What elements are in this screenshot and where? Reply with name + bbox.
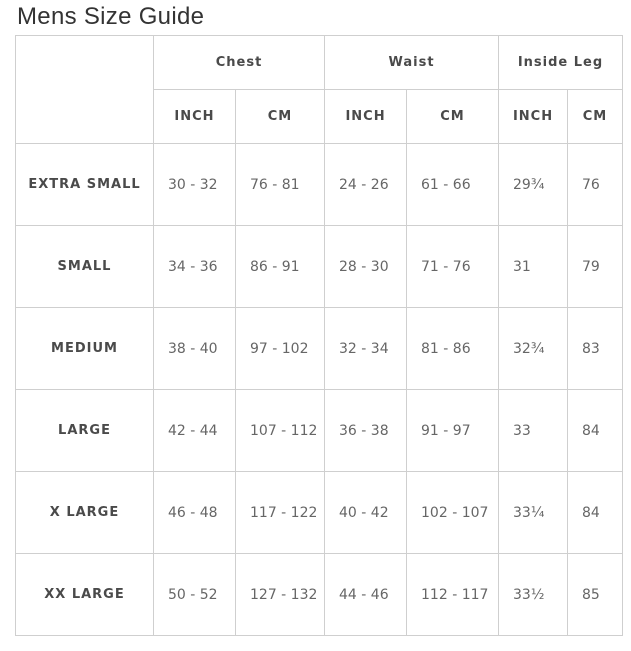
measurement-cell: 30 - 32 xyxy=(153,143,236,226)
measurement-cell: 79 xyxy=(567,225,624,308)
group-header-chest: Chest xyxy=(152,35,326,90)
page-title: Mens Size Guide xyxy=(17,3,205,30)
unit-header: CM xyxy=(234,89,326,144)
measurement-cell: 76 - 81 xyxy=(234,143,326,226)
measurement-cell: 32¾ xyxy=(498,307,569,390)
measurement-cell: 61 - 66 xyxy=(406,143,500,226)
measurement-cell: 127 - 132 xyxy=(234,553,326,636)
measurement-cell: 34 - 36 xyxy=(153,225,236,308)
measurement-cell: 42 - 44 xyxy=(153,389,236,472)
table-row: EXTRA SMALL 30 - 32 76 - 81 24 - 26 61 - 66 2… xyxy=(15,143,624,226)
table-row: XX LARGE 50 - 52 127 - 132 44 - 46 112 - 117… xyxy=(15,553,624,636)
measurement-cell: 86 - 91 xyxy=(234,225,326,308)
unit-header: INCH xyxy=(324,89,408,144)
table-row: LARGE 42 - 44 107 - 112 36 - 38 91 - 97 33 84 xyxy=(15,389,624,472)
measurement-cell: 33½ xyxy=(498,553,569,636)
measurement-cell: 85 xyxy=(567,553,624,636)
size-guide-table: Chest Waist Inside Leg INCH CM INCH CM I… xyxy=(15,35,624,636)
unit-header-row: INCH CM INCH CM INCH CM xyxy=(16,89,624,144)
unit-header: CM xyxy=(567,89,624,144)
measurement-cell: 31 xyxy=(498,225,569,308)
corner-cell xyxy=(15,35,154,144)
measurement-cell: 84 xyxy=(567,389,624,472)
group-header-waist: Waist xyxy=(324,35,500,90)
measurement-cell: 81 - 86 xyxy=(406,307,500,390)
table-row: SMALL 34 - 36 86 - 91 28 - 30 71 - 76 31 79 xyxy=(15,225,624,308)
measurement-cell: 84 xyxy=(567,471,624,554)
size-label: XX LARGE xyxy=(15,553,154,636)
measurement-cell: 50 - 52 xyxy=(153,553,236,636)
measurement-cell: 38 - 40 xyxy=(153,307,236,390)
measurement-cell: 102 - 107 xyxy=(406,471,500,554)
unit-header: INCH xyxy=(498,89,569,144)
table-row: X LARGE 46 - 48 117 - 122 40 - 42 102 - 107 3… xyxy=(15,471,624,554)
measurement-cell: 71 - 76 xyxy=(406,225,500,308)
measurement-cell: 24 - 26 xyxy=(324,143,408,226)
measurement-cell: 83 xyxy=(567,307,624,390)
measurement-cell: 40 - 42 xyxy=(324,471,408,554)
measurement-cell: 32 - 34 xyxy=(324,307,408,390)
measurement-cell: 33 xyxy=(498,389,569,472)
size-label: SMALL xyxy=(15,225,154,308)
measurement-cell: 76 xyxy=(567,143,624,226)
table-row: MEDIUM 38 - 40 97 - 102 32 - 34 81 - 86 32¾ 83 xyxy=(15,307,624,390)
group-header-row: Chest Waist Inside Leg xyxy=(15,35,624,144)
size-label: EXTRA SMALL xyxy=(15,143,154,226)
unit-header: INCH xyxy=(153,89,236,144)
size-label: X LARGE xyxy=(15,471,154,554)
measurement-cell: 107 - 112 xyxy=(234,389,326,472)
measurement-cell: 117 - 122 xyxy=(234,471,326,554)
measurement-cell: 97 - 102 xyxy=(234,307,326,390)
measurement-cell: 91 - 97 xyxy=(406,389,500,472)
measurement-cell: 46 - 48 xyxy=(153,471,236,554)
measurement-cell: 33¼ xyxy=(498,471,569,554)
measurement-cell: 44 - 46 xyxy=(324,553,408,636)
measurement-cell: 28 - 30 xyxy=(324,225,408,308)
size-label: LARGE xyxy=(15,389,154,472)
unit-header: CM xyxy=(406,89,500,144)
measurement-cell: 29¾ xyxy=(498,143,569,226)
measurement-cell: 36 - 38 xyxy=(324,389,408,472)
size-label: MEDIUM xyxy=(15,307,154,390)
measurement-cell: 112 - 117 xyxy=(406,553,500,636)
group-header-inside-leg: Inside Leg xyxy=(498,35,624,90)
